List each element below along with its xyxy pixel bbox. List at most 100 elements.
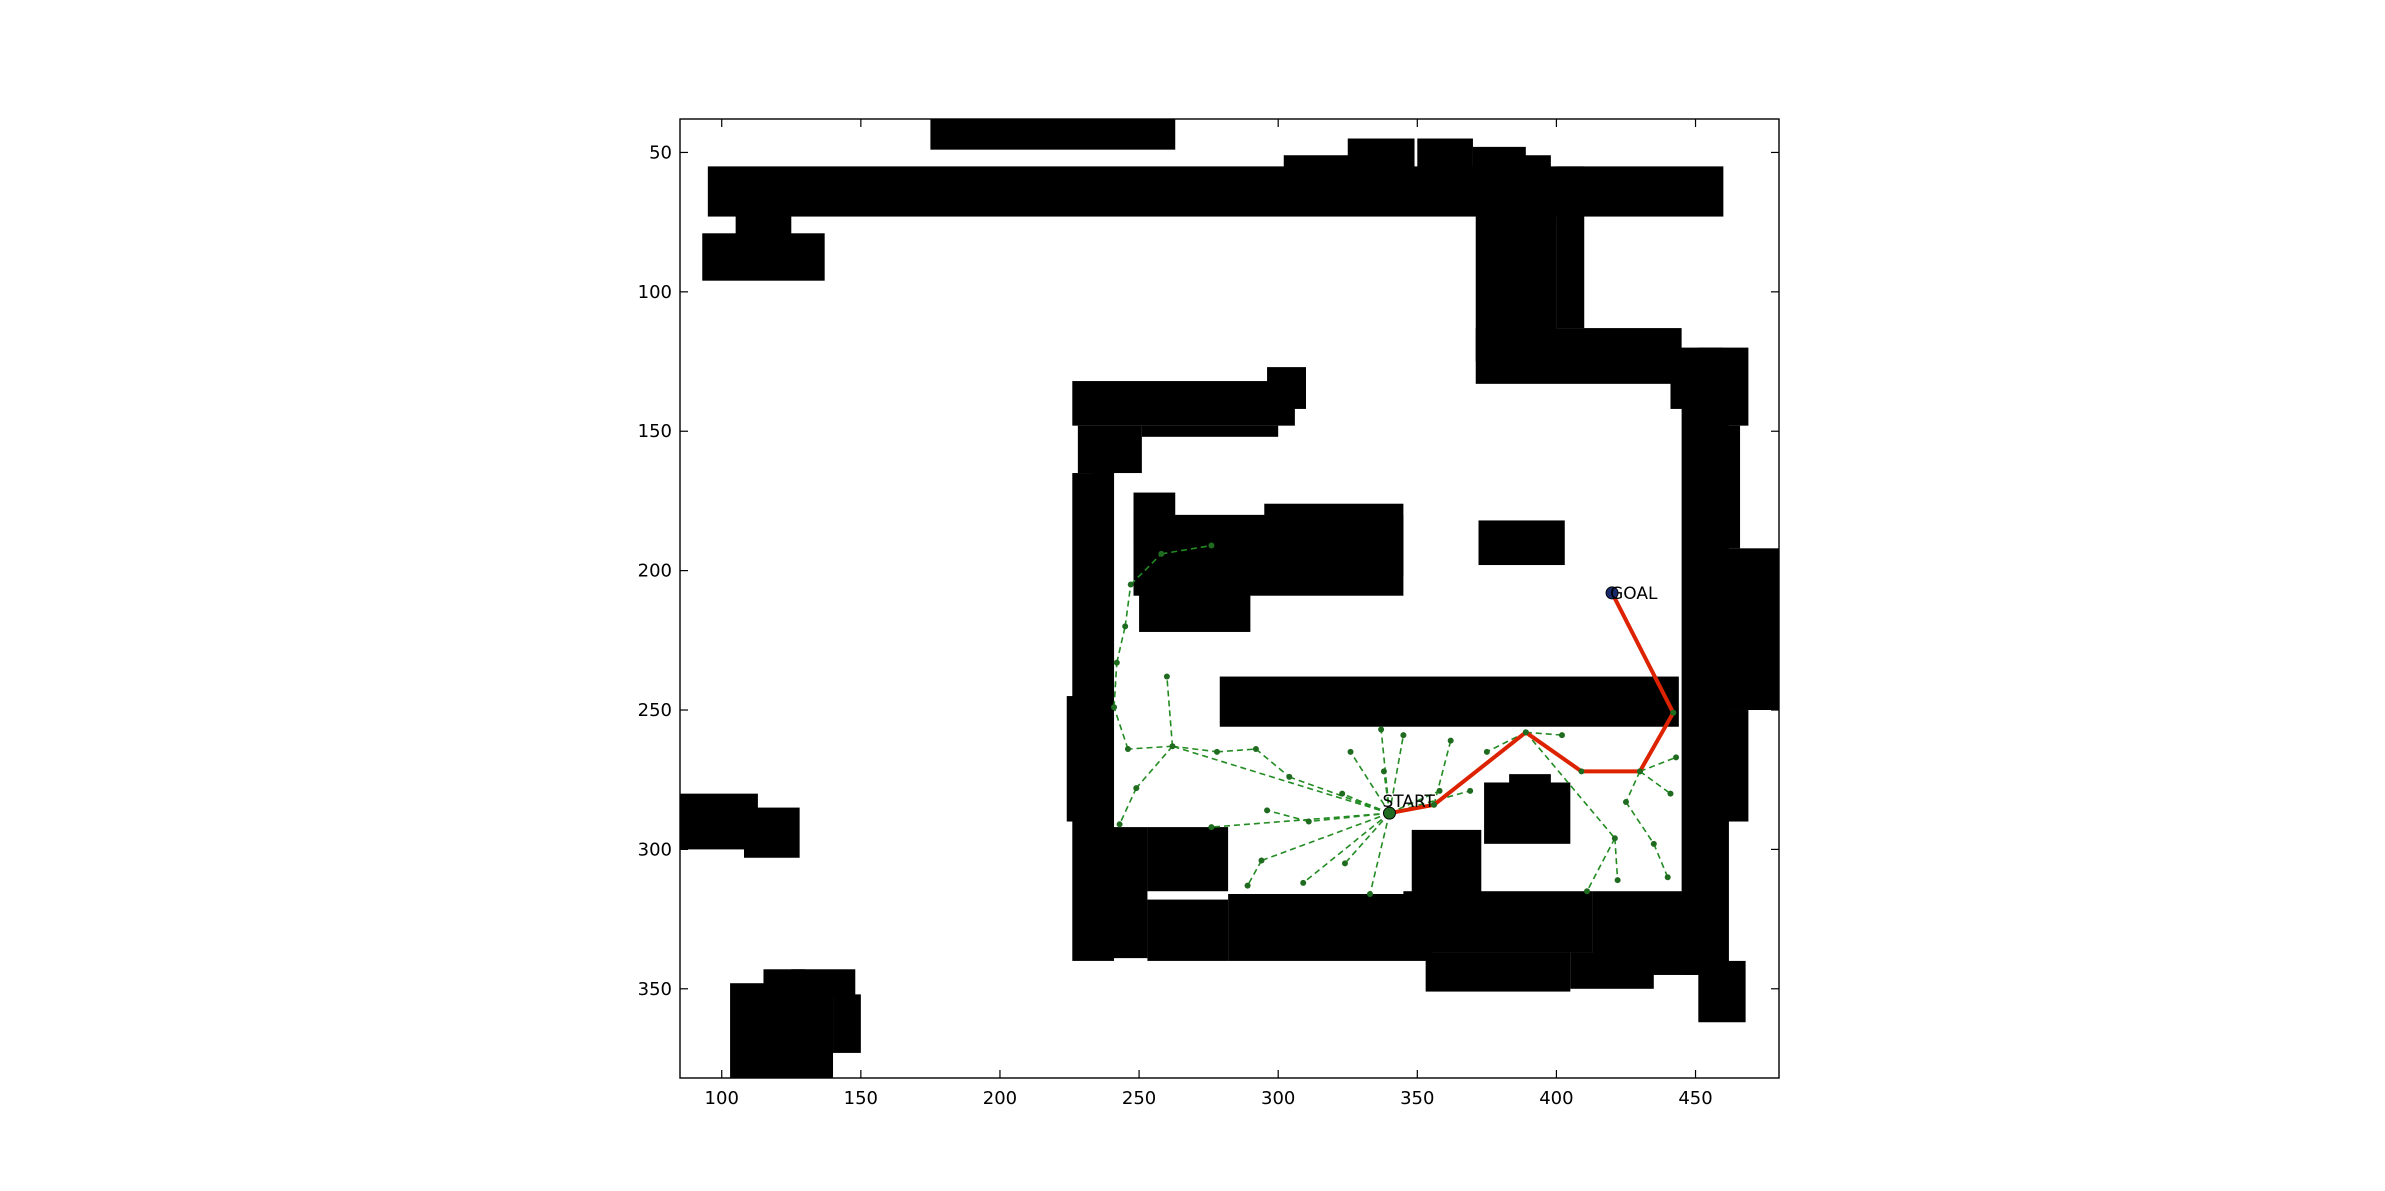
obstacle-block (1091, 473, 1115, 697)
tree-node (1113, 659, 1120, 666)
obstacle-block (1712, 548, 1779, 711)
y-tick-label: 300 (638, 839, 672, 860)
tree-node (1622, 799, 1629, 806)
obstacle-block (1066, 696, 1092, 822)
tree-node (1558, 732, 1565, 739)
path-waypoint (1578, 768, 1585, 775)
tree-edge (1113, 706, 1129, 750)
tree-edge (1614, 838, 1619, 881)
tree-node (1367, 891, 1374, 898)
tree-edge (1172, 745, 1390, 814)
obstacle-block (1228, 894, 1432, 961)
tree-node (1116, 821, 1123, 828)
obstacle-block (1712, 425, 1741, 549)
obstacle-block (1478, 520, 1565, 566)
obstacle-block (1147, 899, 1229, 961)
y-tick-label: 200 (638, 561, 672, 582)
obstacle-block (1411, 829, 1482, 900)
tree-edge (1341, 792, 1390, 814)
x-tick-label: 150 (844, 1088, 878, 1109)
tree-node (1483, 748, 1490, 755)
obstacle-block (833, 994, 861, 1053)
tree-node (1286, 773, 1293, 780)
tree-node (1614, 877, 1621, 884)
obstacle-block (1425, 952, 1571, 992)
obstacle-block (930, 119, 1176, 150)
tree-edge (1653, 843, 1669, 878)
obstacle-block (735, 210, 792, 237)
obstacle-block (1509, 774, 1551, 797)
tree-edge (1625, 801, 1655, 845)
tree-edge (1124, 584, 1132, 627)
tree-node (1124, 746, 1131, 753)
x-tick-label: 400 (1539, 1088, 1573, 1109)
tree-edge (1344, 812, 1391, 864)
obstacle-block (1141, 425, 1279, 437)
tree-node (1258, 857, 1265, 864)
y-tick-label: 100 (638, 282, 672, 303)
y-tick-label: 350 (638, 979, 672, 1000)
tree-node (1264, 807, 1271, 814)
obstacle-block (1267, 367, 1307, 409)
obstacle-block (791, 969, 856, 998)
tree-edge (1639, 756, 1677, 773)
tree-node (1305, 818, 1312, 825)
endpoint-markers: START GOAL (1382, 584, 1658, 820)
x-tick-label: 350 (1400, 1088, 1434, 1109)
tree-edge (1486, 731, 1527, 753)
tree-node (1133, 785, 1140, 792)
obstacle-block (1556, 166, 1585, 329)
obstacle-block (1077, 425, 1142, 474)
tree-edge (1172, 745, 1218, 753)
tree-edge (1266, 809, 1310, 823)
x-tick-label: 300 (1261, 1088, 1295, 1109)
tree-node (1300, 879, 1307, 886)
tree-edge (1116, 626, 1126, 663)
y-tick-label: 150 (638, 421, 672, 442)
y-tick-label: 50 (649, 142, 672, 163)
tree-edge (1113, 662, 1118, 708)
path-waypoint (1670, 709, 1677, 716)
obstacle-block (1403, 891, 1593, 953)
tree-node (1467, 787, 1474, 794)
x-tick-label: 100 (705, 1088, 739, 1109)
obstacle-block (702, 233, 825, 281)
start-marker (1382, 806, 1396, 820)
tree-node (1380, 768, 1387, 775)
goal-marker (1605, 586, 1619, 600)
obstacle-block (1147, 827, 1229, 892)
tree-node (1213, 748, 1220, 755)
tree-node (1611, 835, 1618, 842)
start-label: START (1382, 792, 1435, 812)
tree-edge (1369, 812, 1391, 895)
obstacle-block (1072, 381, 1295, 426)
tree-node (1252, 746, 1259, 753)
tree-node (1208, 542, 1215, 549)
tree-node (1111, 704, 1118, 711)
obstacle-block (1570, 952, 1654, 989)
tree-edge (1525, 731, 1616, 839)
tree-edge (1166, 676, 1174, 747)
obstacle-block (1475, 328, 1682, 384)
obstacle-block (1417, 138, 1473, 181)
obstacle-block (730, 983, 834, 1078)
path-waypoint (1430, 801, 1437, 808)
tree-node (1436, 787, 1443, 794)
obstacle-block (1472, 146, 1526, 181)
tree-edge (1639, 770, 1671, 795)
obstacle-block (743, 807, 800, 858)
tree-node (1664, 874, 1671, 881)
x-tick-label: 200 (983, 1088, 1017, 1109)
tree-node (1127, 581, 1134, 588)
tree-edge (1261, 812, 1390, 862)
tree-node (1163, 673, 1170, 680)
obstacle-block (1219, 676, 1679, 727)
tree-edge (1161, 544, 1212, 555)
tree-node (1378, 726, 1385, 733)
obstacle-block (1347, 138, 1415, 181)
obstacle-block (1088, 827, 1148, 959)
x-tick-label: 450 (1678, 1088, 1712, 1109)
tree-edge (1127, 745, 1173, 750)
obstacle-block (1523, 155, 1551, 181)
